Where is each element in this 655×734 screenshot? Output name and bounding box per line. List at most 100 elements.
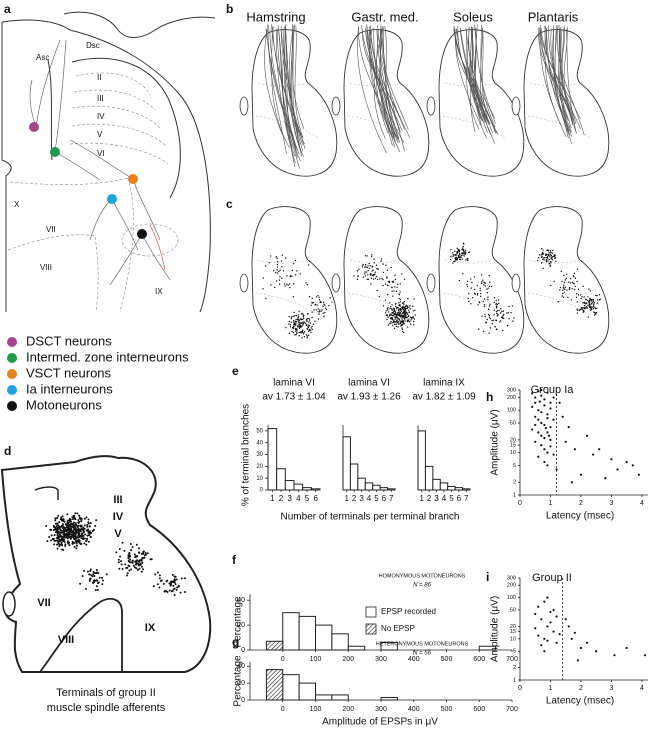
terminal-dot xyxy=(296,330,298,332)
data-point xyxy=(543,460,546,464)
terminal-dot xyxy=(497,302,500,305)
terminal-dot xyxy=(402,314,405,317)
terminal-dot xyxy=(392,324,394,327)
x-tick-label: 6 xyxy=(457,494,462,503)
data-point xyxy=(543,637,546,640)
data-point xyxy=(552,396,555,399)
terminal-dot xyxy=(311,311,313,313)
y-tick-label: 0 xyxy=(241,647,245,654)
terminal-dot xyxy=(502,317,504,319)
lamina-label: IV xyxy=(113,511,124,523)
terminal-dot xyxy=(403,303,405,305)
terminal-dot xyxy=(323,303,325,306)
terminal-dot xyxy=(541,252,544,255)
terminal-dot xyxy=(309,322,312,324)
terminal-dot xyxy=(390,308,393,310)
data-point xyxy=(534,396,537,399)
terminal-dot xyxy=(62,526,65,529)
terminal-dot xyxy=(293,311,295,314)
terminal-dot xyxy=(508,305,510,308)
terminal-dot xyxy=(486,288,488,290)
terminal-dot xyxy=(300,326,302,328)
terminal-dot xyxy=(295,318,297,321)
histogram-bar xyxy=(432,478,441,491)
legend-label: Motoneurons xyxy=(26,397,102,412)
terminal-dot xyxy=(374,271,377,273)
terminal-dot xyxy=(87,518,90,521)
terminal-dot xyxy=(386,277,388,279)
histogram-bar xyxy=(379,487,389,491)
terminal-dot xyxy=(451,252,454,254)
y-tick-label: 20 xyxy=(237,622,245,629)
terminal-dot xyxy=(149,558,152,561)
n-label: N = 86 xyxy=(413,583,432,589)
terminal-dot xyxy=(321,309,323,311)
terminal-dot xyxy=(71,526,74,529)
terminal-dot xyxy=(396,319,398,321)
y-axis-label: Percentage xyxy=(233,596,244,648)
terminal-dot xyxy=(293,323,296,325)
afferent-collateral xyxy=(265,28,298,150)
terminal-dot xyxy=(488,305,491,307)
terminal-dot xyxy=(314,304,316,306)
afferent-collateral xyxy=(454,28,488,139)
data-point xyxy=(543,600,546,603)
terminal-dot xyxy=(547,257,549,259)
terminal-dot xyxy=(537,256,540,259)
terminal-dot xyxy=(286,275,288,277)
terminal-dot xyxy=(412,310,414,312)
terminal-dot xyxy=(405,315,407,317)
terminal-dot xyxy=(542,258,544,261)
terminal-dot xyxy=(306,283,308,286)
y-axis-label: Amplitude (μV) xyxy=(490,596,501,662)
terminal-dot xyxy=(126,572,129,575)
x-tick-label: 2 xyxy=(579,500,583,507)
data-point xyxy=(552,608,555,612)
terminal-dot xyxy=(105,573,108,576)
terminal-dot xyxy=(399,321,401,324)
terminal-dot xyxy=(387,311,390,313)
terminal-dot xyxy=(578,309,581,311)
terminal-dot xyxy=(315,296,318,298)
chart-subtitle: av 1.73 ± 1.04 xyxy=(262,392,326,403)
terminal-dot xyxy=(399,291,401,293)
terminal-dot xyxy=(496,312,498,315)
terminal-dot xyxy=(482,330,485,333)
data-point xyxy=(543,423,546,427)
terminal-dot xyxy=(591,302,593,304)
terminal-dot xyxy=(302,315,305,317)
terminal-dot xyxy=(97,581,100,584)
afferent-collateral xyxy=(284,26,301,151)
terminal-dot xyxy=(483,284,485,286)
terminal-dot xyxy=(406,306,408,308)
terminal-dot xyxy=(559,286,562,289)
terminal-dot xyxy=(576,301,578,303)
terminal-dot xyxy=(467,259,469,262)
terminal-dot xyxy=(131,561,134,564)
terminal-dot xyxy=(499,312,502,314)
terminal-dot xyxy=(409,304,411,307)
data-point xyxy=(547,434,551,437)
terminal-dot xyxy=(307,326,309,328)
terminal-dot xyxy=(297,317,299,319)
terminal-dot xyxy=(50,539,53,542)
terminal-dot xyxy=(395,290,398,293)
afferent-collateral xyxy=(540,29,573,125)
terminal-dot xyxy=(387,324,390,326)
afferent-collateral xyxy=(370,29,410,138)
terminal-dot xyxy=(575,296,578,299)
terminal-dot xyxy=(56,534,59,537)
terminal-dot xyxy=(310,331,312,334)
lamina-label: III xyxy=(113,494,122,506)
terminal-dot xyxy=(548,252,550,254)
y-tick-label: 40 xyxy=(256,440,263,446)
terminal-dot xyxy=(82,530,85,533)
lamina-label: VII xyxy=(37,597,50,609)
terminal-dot xyxy=(395,320,398,323)
legend-label: Ia interneurons xyxy=(26,381,113,396)
terminal-dot xyxy=(487,299,489,301)
terminal-dot xyxy=(595,313,597,315)
terminal-dot xyxy=(397,313,399,316)
data-point xyxy=(531,392,534,395)
terminal-dot xyxy=(365,266,367,268)
